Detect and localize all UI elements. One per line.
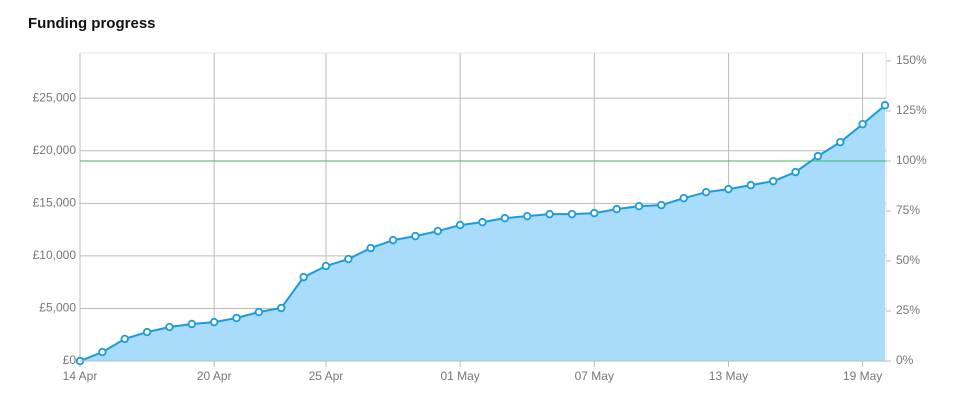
x-tick-label: 20 Apr	[197, 369, 232, 383]
point	[321, 261, 331, 271]
y2-tick-label: 150%	[896, 53, 927, 67]
point	[344, 254, 353, 264]
point	[768, 176, 778, 186]
point	[187, 319, 197, 329]
point	[612, 204, 621, 214]
point	[567, 209, 577, 219]
y-tick-label: £10,000	[33, 248, 77, 262]
point	[98, 347, 107, 357]
point	[232, 313, 241, 323]
y2-tick-label: 125%	[896, 103, 927, 117]
point	[254, 307, 264, 317]
y2-tick-label: 100%	[896, 153, 927, 167]
point	[165, 322, 174, 332]
y-tick-label: £15,000	[33, 195, 77, 209]
point	[701, 187, 711, 197]
y2-tick-label: 25%	[896, 303, 920, 317]
point	[657, 200, 666, 210]
y-tick-label: £20,000	[33, 143, 77, 157]
x-tick-label: 13 May	[709, 369, 748, 383]
y-tick-label: £25,000	[33, 90, 77, 104]
point	[500, 213, 510, 223]
x-tick-label: 01 May	[440, 369, 479, 383]
point	[791, 167, 800, 177]
point	[299, 272, 308, 282]
point	[590, 208, 599, 218]
point	[366, 243, 375, 253]
point	[836, 137, 845, 147]
point	[142, 327, 152, 337]
point	[120, 334, 129, 344]
x-tick-label: 14 Apr	[63, 369, 98, 383]
point	[679, 193, 688, 203]
y2-tick-label: 50%	[896, 253, 920, 267]
y2-tick-label: 75%	[896, 203, 920, 217]
point	[209, 317, 219, 327]
y-tick-label: £5,000	[39, 301, 76, 315]
point	[813, 151, 823, 161]
point	[523, 211, 532, 221]
point	[880, 101, 890, 110]
point	[478, 217, 487, 227]
y-tick-label: £0	[63, 353, 77, 367]
x-tick-label: 07 May	[575, 369, 614, 383]
area	[80, 105, 885, 361]
point	[277, 303, 286, 313]
point	[433, 226, 442, 236]
point	[411, 231, 420, 241]
point	[724, 184, 733, 194]
point	[858, 119, 867, 129]
y2-tick-label: 0%	[896, 353, 914, 367]
point	[455, 220, 465, 230]
chart-title: Funding progress	[28, 15, 156, 32]
point	[746, 180, 756, 190]
x-tick-label: 19 May	[843, 369, 882, 383]
point	[634, 201, 644, 211]
point	[545, 209, 554, 219]
x-tick-label: 25 Apr	[309, 369, 344, 383]
point	[388, 235, 398, 245]
